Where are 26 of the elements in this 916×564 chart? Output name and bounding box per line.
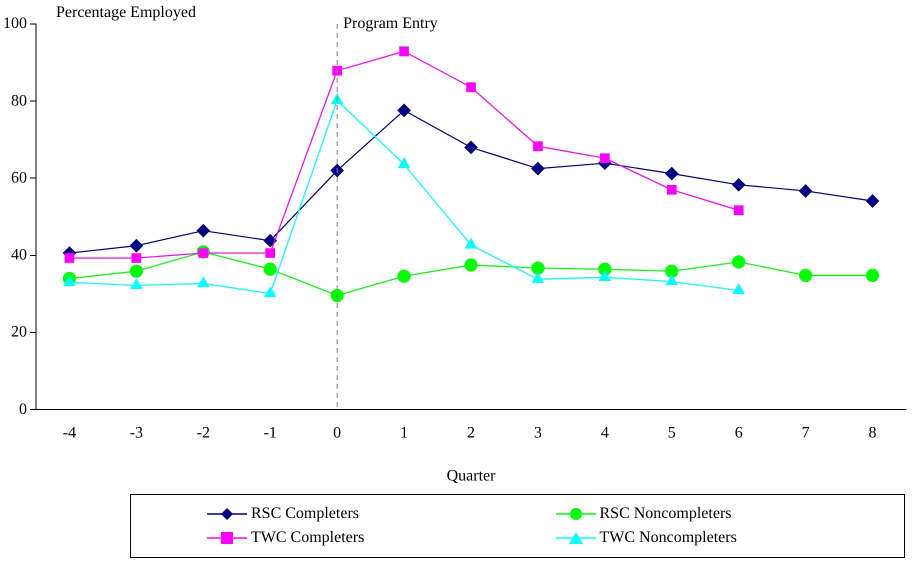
x-axis-title: Quarter <box>446 468 496 485</box>
y-tick-label: 100 <box>3 15 27 32</box>
x-tick-label: 6 <box>734 424 743 442</box>
x-tick-label: 7 <box>802 424 810 442</box>
legend-label: RSC Completers <box>251 505 360 523</box>
x-tick-label: 2 <box>467 424 475 442</box>
legend-label: RSC Noncompleters <box>600 505 732 523</box>
x-tick-label: -3 <box>130 424 144 442</box>
y-tick-label: 0 <box>19 400 27 418</box>
x-tick-label: 4 <box>600 424 609 442</box>
x-tick-label: 3 <box>534 424 542 442</box>
y-tick-label: 20 <box>11 324 27 341</box>
y-tick-label: 60 <box>11 169 27 186</box>
x-tick-label: -1 <box>264 424 277 442</box>
y-tick-label: 40 <box>11 246 27 264</box>
x-tick-label: -4 <box>62 424 76 442</box>
x-tick-label: 0 <box>333 424 342 442</box>
legend-label: TWC Noncompleters <box>600 529 737 547</box>
x-tick-label: -2 <box>196 424 210 442</box>
x-tick-label: 1 <box>400 424 408 442</box>
x-tick-label: 5 <box>668 424 676 442</box>
x-tick-label: 8 <box>868 424 877 442</box>
ref-line-label: Program Entry <box>343 15 438 32</box>
legend-label: TWC Completers <box>251 529 364 547</box>
y-tick-label: 80 <box>11 92 27 110</box>
y-axis-title: Percentage Employed <box>56 4 196 22</box>
